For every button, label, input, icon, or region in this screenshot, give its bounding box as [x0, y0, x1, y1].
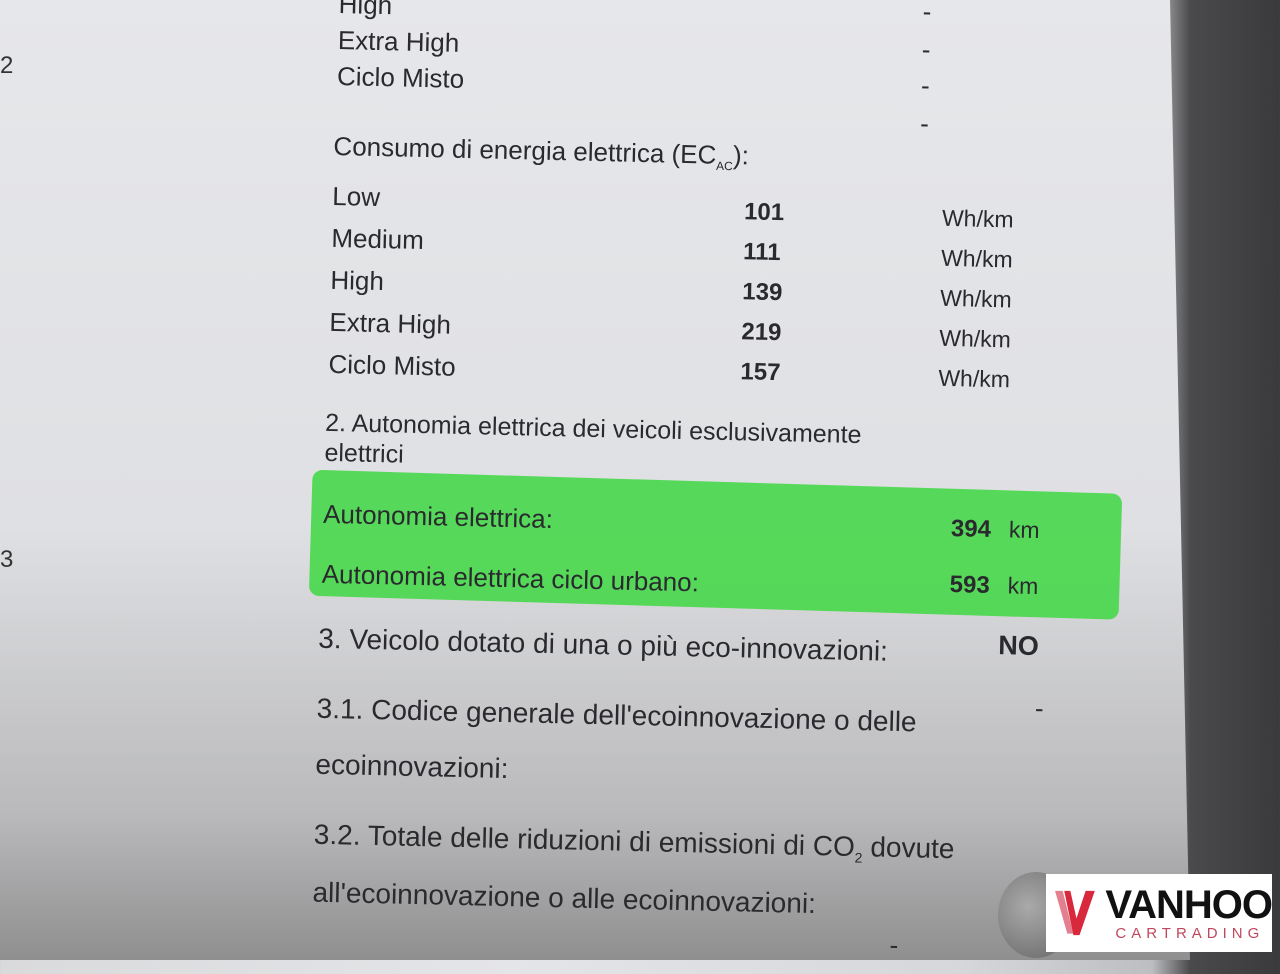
row-value: - [919, 108, 930, 139]
row-label: Low [332, 180, 381, 213]
section2-heading: 2. Autonomia elettrica dei veicoli esclu… [324, 408, 862, 450]
row-value: 111 [742, 238, 781, 267]
row-value: - [920, 70, 931, 101]
section31-label-cont: ecoinnovazioni: [315, 748, 509, 785]
section32-label: 3.2. Totale delle riduzioni di emissioni… [313, 818, 955, 866]
section2-heading-cont: elettrici [324, 438, 405, 469]
row-unit: Wh/km [940, 244, 1013, 273]
v-logo-icon [1055, 890, 1095, 936]
row-label: Ciclo Misto [328, 348, 457, 382]
logo-tagline: CARTRADING [1115, 924, 1265, 942]
vanhoo-logo: VANHOO CARTRADING [1046, 874, 1273, 952]
row-unit: km [1007, 572, 1039, 600]
row-label: Extra High [337, 25, 460, 58]
section31-label: 3.1. Codice generale dell'ecoinnovazione… [316, 692, 917, 738]
section31-value: - [1034, 693, 1044, 724]
row-value: - [922, 0, 932, 27]
section3-label: 3. Veicolo dotato di una o più eco-innov… [317, 622, 889, 667]
section3-value: NO [998, 630, 1040, 662]
row-value: 139 [741, 278, 783, 307]
row-value: 157 [740, 358, 781, 387]
row-value: 394 [950, 515, 992, 543]
row-unit: km [1008, 516, 1040, 544]
row-value: - [921, 34, 931, 65]
row-label: High [338, 0, 393, 21]
row-value: 593 [949, 571, 991, 599]
logo-name: VANHOO [1105, 882, 1273, 927]
row-label: Autonomia elettrica: [322, 498, 554, 535]
row-label: High [330, 264, 385, 297]
row-unit: Wh/km [941, 204, 1014, 233]
row-value: 219 [741, 318, 782, 347]
highlighter-mark [308, 469, 1123, 620]
row-unit: Wh/km [939, 284, 1013, 313]
row-unit: Wh/km [938, 364, 1011, 393]
margin-mark: 2 [0, 52, 14, 79]
row-value: 101 [743, 198, 785, 227]
row-label: Medium [331, 222, 425, 256]
row-label: Ciclo Misto [336, 61, 465, 94]
consumption-heading: Consumo di energia elettrica (ECAC): [333, 130, 750, 174]
section32-label-cont: all'ecoinnovazione o alle ecoinnovazioni… [312, 876, 817, 920]
row-label: Extra High [329, 306, 452, 340]
margin-mark: 3 [0, 546, 14, 573]
row-unit: Wh/km [939, 324, 1012, 353]
bottom-value: - [889, 929, 899, 960]
